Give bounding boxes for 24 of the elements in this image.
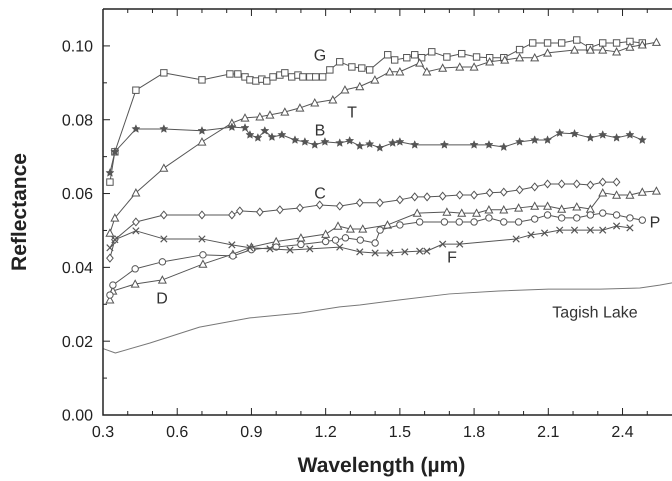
x-tick-label: 1.2 (314, 424, 337, 441)
series-label: F (447, 250, 458, 267)
y-axis-title: Reflectance (8, 153, 31, 271)
y-tick-label: 0.10 (62, 38, 94, 56)
series-label: T (347, 104, 358, 122)
x-tick-label: 2.1 (537, 424, 560, 441)
x-tick-label: 2.4 (611, 424, 634, 441)
x-tick-label: 1.8 (462, 424, 486, 441)
series-label: D (156, 290, 168, 308)
series-label: Tagish Lake (552, 304, 638, 322)
x-tick-label: 0.3 (92, 424, 114, 441)
series-label: B (314, 122, 326, 140)
y-tick-label: 0.02 (62, 334, 94, 351)
x-tick-label: 0.9 (240, 424, 263, 441)
y-tick-label: 0.06 (62, 186, 94, 204)
y-tick-label: 0.08 (62, 112, 94, 130)
series-label: G (314, 48, 326, 65)
x-axis-title: Wavelength (µm) (298, 454, 466, 477)
x-tick-label: 1.5 (388, 424, 412, 441)
y-tick-label: 0.00 (62, 408, 94, 425)
y-tick-label: 0.04 (62, 260, 94, 277)
series-label: C (314, 186, 326, 203)
x-tick-label: 0.6 (166, 424, 188, 441)
series-label: P (650, 214, 660, 232)
